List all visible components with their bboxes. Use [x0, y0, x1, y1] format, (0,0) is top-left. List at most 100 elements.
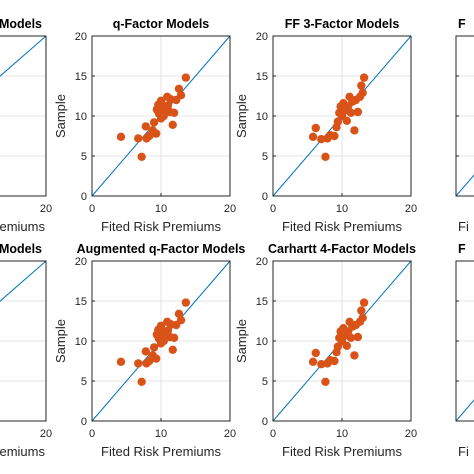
panel-title: FF 3-Factor Models: [285, 17, 400, 31]
x-tick-label: 0: [270, 428, 276, 440]
panel-title: F: [458, 242, 466, 256]
y-tick-label: 15: [75, 296, 87, 308]
x-axis-label: Fited Risk Premiums: [282, 444, 402, 459]
x-tick-label: 10: [155, 428, 167, 440]
panel-5: 20 Models premiums: [0, 242, 52, 459]
data-point: [350, 351, 359, 360]
data-point: [151, 129, 161, 138]
data-point: [311, 123, 320, 133]
x-tick-label: 20: [224, 428, 236, 440]
panel-8: F Fi: [455, 242, 474, 459]
data-point: [149, 118, 159, 127]
y-tick-label: 5: [262, 376, 268, 388]
data-point: [134, 134, 143, 143]
data-point: [163, 101, 173, 110]
data-point: [181, 73, 191, 82]
data-point: [358, 88, 367, 98]
data-point: [330, 356, 339, 366]
panel-title: q-Factor Models: [113, 17, 210, 31]
data-point: [321, 377, 330, 386]
y-tick-label: 15: [256, 296, 268, 308]
axes-box: [0, 260, 47, 422]
x-axis-label: Fited Risk Premiums: [101, 444, 221, 459]
data-point: [311, 348, 320, 358]
data-point: [174, 309, 184, 318]
data-point: [149, 343, 159, 352]
data-point: [116, 132, 126, 141]
data-point: [357, 81, 366, 90]
x-axis-label: premiums: [0, 219, 45, 234]
y-tick-label: 10: [75, 111, 87, 123]
panel-title: Models: [0, 17, 42, 31]
data-point: [174, 84, 184, 94]
x-tick-label: 10: [155, 203, 167, 215]
data-point: [137, 152, 146, 161]
y-tick-label: 0: [81, 191, 87, 203]
x-tick-label: 10: [336, 203, 348, 215]
data-point: [317, 135, 326, 144]
y-tick-label: 15: [75, 71, 87, 83]
axes-box: [0, 35, 47, 197]
y-axis-label: Sample: [234, 319, 249, 363]
panel-4: F Fi: [455, 17, 474, 234]
y-axis-label: Sample: [53, 94, 68, 138]
data-point: [176, 316, 186, 325]
data-point: [358, 313, 367, 322]
x-tick-label: 0: [89, 203, 95, 215]
panel-title: Augmented q-Factor Models: [77, 242, 246, 256]
data-point: [181, 298, 191, 307]
x-tick-label: 0: [89, 428, 95, 440]
data-point: [330, 131, 339, 141]
y-tick-label: 20: [75, 31, 87, 43]
data-point: [350, 126, 359, 135]
data-point: [346, 333, 356, 342]
x-tick-label: 20: [405, 203, 417, 215]
y-tick-label: 15: [256, 71, 268, 83]
data-point: [357, 306, 366, 315]
panel-2: 0 10 20 0 5 10 15 20 q-Factor Models Fited Risk P…: [53, 17, 236, 234]
data-point: [176, 91, 186, 100]
y-tick-label: 10: [256, 336, 268, 348]
y-tick-label: 20: [256, 31, 268, 43]
y-axis-label: Sample: [53, 319, 68, 363]
y-tick-label: 0: [262, 191, 268, 203]
y-tick-label: 10: [256, 111, 268, 123]
y-tick-label: 5: [81, 376, 87, 388]
data-point: [159, 111, 168, 121]
panel-3: 0 10 20 0 5 10 15 20 FF 3-Factor Models Fited Ris…: [234, 17, 417, 234]
diagonal-line: [0, 35, 47, 77]
x-axis-label: Fi: [458, 219, 469, 234]
data-point: [168, 120, 177, 129]
y-tick-label: 0: [81, 416, 87, 428]
data-point: [342, 341, 352, 350]
y-tick-label: 0: [262, 416, 268, 428]
data-point: [308, 357, 318, 366]
x-tick-label: 20: [40, 428, 52, 440]
y-tick-label: 20: [75, 256, 87, 268]
y-axis-label: Sample: [234, 94, 249, 138]
data-point: [141, 347, 151, 356]
data-point: [163, 326, 173, 335]
data-point: [151, 354, 161, 363]
x-axis-label: Fi: [458, 444, 469, 459]
y-tick-label: 5: [262, 151, 268, 163]
x-tick-label: 20: [224, 203, 236, 215]
x-axis-label: premiums: [0, 444, 45, 459]
diagonal-line: [0, 260, 47, 302]
data-point: [346, 108, 356, 118]
y-tick-label: 10: [75, 336, 87, 348]
data-point: [168, 345, 177, 354]
data-point: [159, 336, 168, 346]
panel-title: Models: [0, 242, 42, 256]
x-tick-label: 20: [40, 203, 52, 215]
x-axis-label: Fited Risk Premiums: [282, 219, 402, 234]
x-tick-label: 20: [405, 428, 417, 440]
y-tick-label: 5: [81, 151, 87, 163]
data-point: [342, 116, 352, 126]
data-point: [134, 359, 143, 368]
data-point: [353, 332, 363, 342]
data-point: [359, 73, 369, 82]
